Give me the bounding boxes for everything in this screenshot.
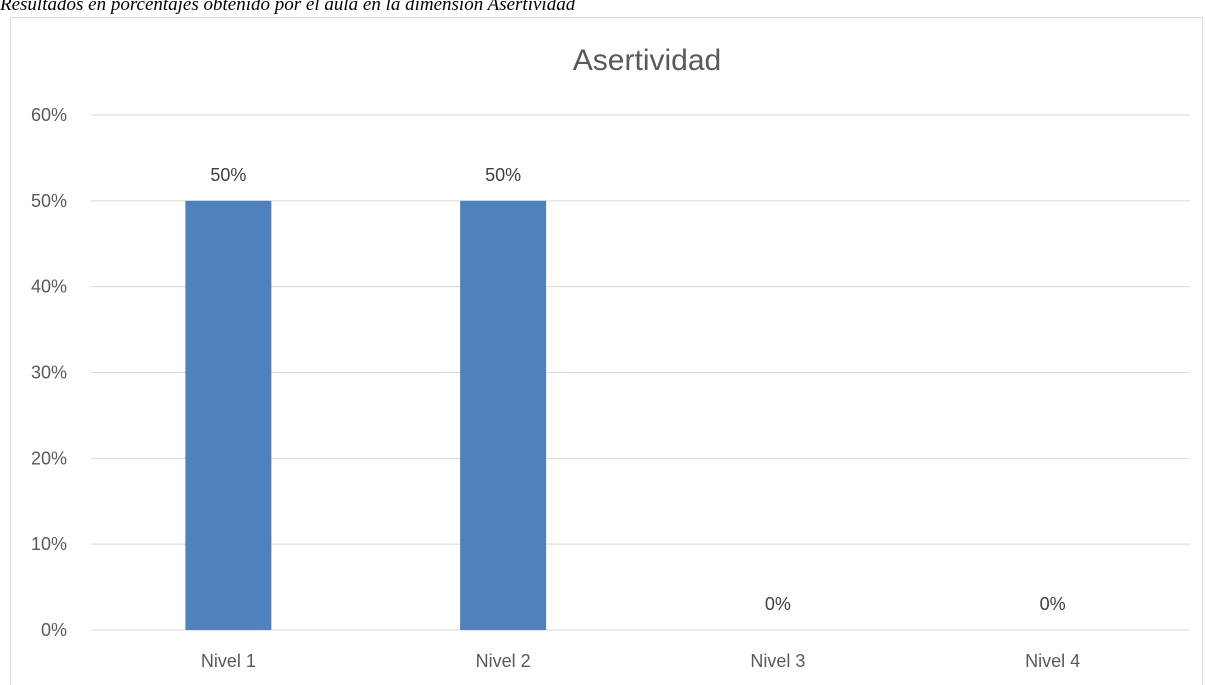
chart-title: Asertividad (573, 44, 721, 77)
x-tick-label: Nivel 2 (476, 651, 531, 671)
data-label: 0% (765, 594, 791, 614)
y-tick-label: 40% (31, 277, 67, 297)
bar-nivel-2 (460, 200, 547, 631)
bar-nivel-1 (185, 200, 272, 631)
y-axis-ticks: 0% 10% 20% 30% 40% 50% 60% (31, 105, 67, 640)
y-tick-label: 50% (31, 191, 67, 211)
data-labels: 50% 50% 0% 0% (210, 165, 1065, 614)
figure-caption: Resultados en porcentajes obtenido por e… (0, 0, 576, 15)
data-label: 50% (210, 165, 246, 185)
y-tick-label: 60% (31, 105, 67, 125)
x-tick-label: Nivel 3 (750, 651, 805, 671)
data-label: 50% (485, 165, 521, 185)
y-tick-label: 20% (31, 448, 67, 468)
y-tick-label: 0% (41, 620, 67, 640)
data-label: 0% (1040, 594, 1066, 614)
bars (185, 200, 547, 631)
gridlines (91, 114, 1190, 631)
y-tick-label: 30% (31, 363, 67, 383)
x-axis-ticks: Nivel 1 Nivel 2 Nivel 3 Nivel 4 (201, 651, 1080, 671)
x-tick-label: Nivel 4 (1025, 651, 1080, 671)
x-tick-label: Nivel 1 (201, 651, 256, 671)
y-tick-label: 10% (31, 534, 67, 554)
